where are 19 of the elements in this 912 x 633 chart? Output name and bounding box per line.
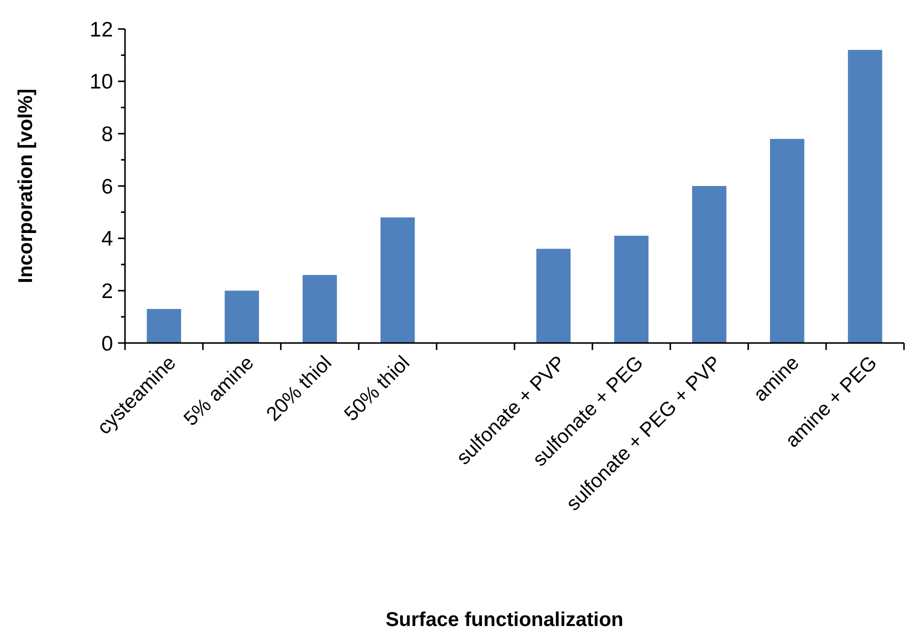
- bar: [770, 138, 804, 343]
- y-tick-label: 4: [101, 228, 114, 251]
- bar: [692, 186, 726, 343]
- bar: [146, 308, 182, 343]
- x-axis-title: Surface functionalization: [386, 609, 624, 631]
- x-tick-label: 50% thiol: [340, 352, 414, 426]
- y-tick-label: 8: [101, 123, 113, 146]
- y-tick-label: 10: [90, 70, 113, 94]
- y-tick-label: 6: [101, 175, 113, 198]
- bar: [380, 217, 415, 343]
- bar: [536, 248, 571, 343]
- bar: [224, 290, 259, 343]
- y-tick-label: 12: [90, 18, 113, 42]
- y-tick-label: 2: [101, 280, 113, 304]
- bar: [302, 274, 337, 343]
- y-tick-label: 0: [101, 332, 113, 356]
- bar: [848, 50, 882, 343]
- y-axis-title: Incorporation [vol%]: [15, 88, 37, 284]
- bar: [614, 236, 648, 343]
